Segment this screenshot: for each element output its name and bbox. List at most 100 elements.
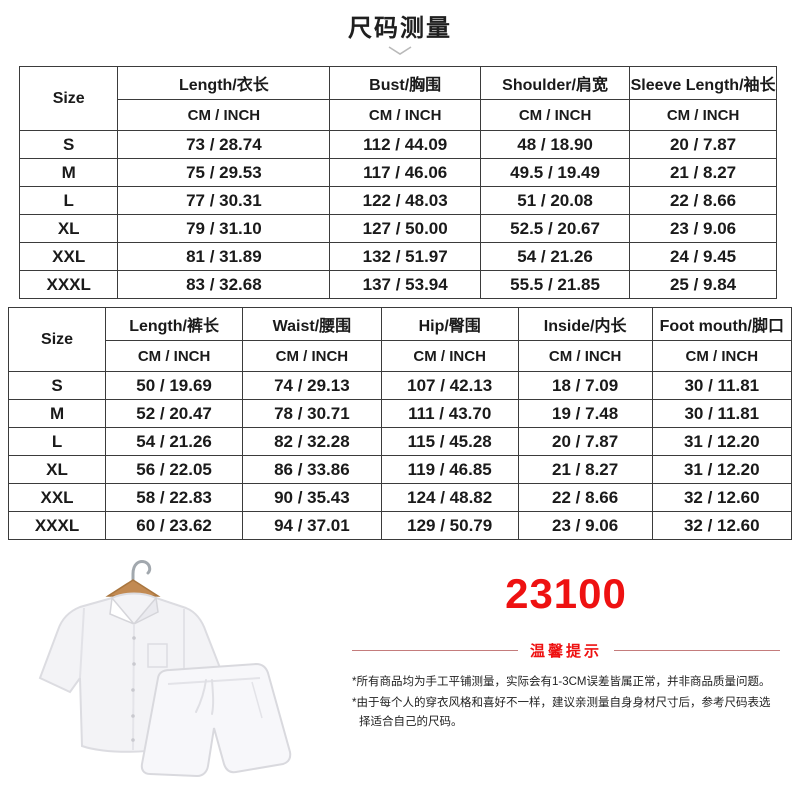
value-cell: 79 / 31.10 bbox=[117, 214, 331, 243]
info-column: 23100 温馨提示 *所有商品均为手工平铺测量，实际会有1-3CM误差皆属正常… bbox=[352, 552, 781, 802]
product-photo bbox=[0, 552, 352, 802]
value-cell: 90 / 35.43 bbox=[242, 483, 382, 512]
value-cell: 111 / 43.70 bbox=[380, 399, 519, 428]
value-cell: 52 / 20.47 bbox=[105, 399, 244, 428]
size-cell: M bbox=[7, 399, 107, 428]
value-cell: 122 / 48.03 bbox=[329, 186, 481, 215]
table-row: XXXL 60 / 23.62 94 / 37.01 129 / 50.79 23 / … bbox=[7, 511, 793, 540]
size-cell: L bbox=[18, 186, 119, 215]
bottoms-col-inside: Inside/内长 bbox=[517, 307, 653, 341]
value-cell: 21 / 8.27 bbox=[629, 158, 777, 187]
size-cell: XXXL bbox=[18, 270, 119, 299]
value-cell: 54 / 21.26 bbox=[105, 427, 244, 456]
bottoms-col-waist: Waist/腰围 bbox=[242, 307, 382, 341]
value-cell: 52.5 / 20.67 bbox=[479, 214, 631, 243]
value-cell: 83 / 32.68 bbox=[117, 270, 331, 299]
value-cell: 32 / 12.60 bbox=[651, 483, 793, 512]
hanger-hook bbox=[131, 560, 152, 588]
tops-col-shoulder: Shoulder/肩宽 bbox=[479, 66, 631, 100]
tips-divider: 温馨提示 bbox=[352, 640, 781, 661]
value-cell: 58 / 22.83 bbox=[105, 483, 244, 512]
tops-size-header: Size bbox=[18, 66, 119, 131]
size-cell: S bbox=[7, 371, 107, 400]
value-cell: 51 / 20.08 bbox=[479, 186, 631, 215]
value-cell: 25 / 9.84 bbox=[629, 270, 777, 299]
size-cell: XL bbox=[18, 214, 119, 243]
page-title: 尺码测量 bbox=[348, 15, 452, 42]
value-cell: 30 / 11.81 bbox=[651, 399, 793, 428]
chevron-down-icon bbox=[0, 44, 800, 58]
value-cell: 112 / 44.09 bbox=[329, 130, 481, 159]
bottoms-size-header: Size bbox=[7, 307, 107, 372]
table-row: XL 79 / 31.10 127 / 50.00 52.5 / 20.67 23 / … bbox=[18, 214, 777, 243]
table-row: L 77 / 30.31 122 / 48.03 51 / 20.08 22 / 8.6… bbox=[18, 186, 777, 215]
unit-label: CM / INCH bbox=[629, 99, 777, 131]
size-cell: L bbox=[7, 427, 107, 456]
unit-label: CM / INCH bbox=[651, 340, 793, 372]
value-cell: 31 / 12.20 bbox=[651, 427, 793, 456]
value-cell: 20 / 7.87 bbox=[629, 130, 777, 159]
table-row: XL 56 / 22.05 86 / 33.86 119 / 46.85 21 / 8.… bbox=[7, 455, 793, 484]
value-cell: 49.5 / 19.49 bbox=[479, 158, 631, 187]
bottoms-header-row: Size Length/裤长 Waist/腰围 Hip/臀围 Inside/内长… bbox=[7, 307, 793, 372]
divider-line-right bbox=[614, 650, 781, 651]
value-cell: 77 / 30.31 bbox=[117, 186, 331, 215]
value-cell: 107 / 42.13 bbox=[380, 371, 519, 400]
value-cell: 82 / 32.28 bbox=[242, 427, 382, 456]
value-cell: 48 / 18.90 bbox=[479, 130, 631, 159]
value-cell: 86 / 33.86 bbox=[242, 455, 382, 484]
tips-text: *所有商品均为手工平铺测量，实际会有1-3CM误差皆属正常，并非商品质量问题。 … bbox=[352, 673, 780, 731]
value-cell: 21 / 8.27 bbox=[517, 455, 653, 484]
tops-col-length: Length/衣长 bbox=[117, 66, 331, 100]
size-cell: XL bbox=[7, 455, 107, 484]
divider-line-left bbox=[352, 650, 518, 651]
unit-label: CM / INCH bbox=[329, 99, 481, 131]
value-cell: 22 / 8.66 bbox=[517, 483, 653, 512]
unit-label: CM / INCH bbox=[242, 340, 382, 372]
size-cell: M bbox=[18, 158, 119, 187]
table-row: XXL 58 / 22.83 90 / 35.43 124 / 48.82 22 / 8… bbox=[7, 483, 793, 512]
size-cell: XXL bbox=[18, 242, 119, 271]
value-cell: 94 / 37.01 bbox=[242, 511, 382, 540]
tips-title: 温馨提示 bbox=[530, 643, 603, 660]
bottoms-unit-row: CM / INCH CM / INCH CM / INCH CM / INCH … bbox=[9, 340, 793, 372]
unit-label: CM / INCH bbox=[117, 99, 331, 131]
bottoms-size-table: Size Length/裤长 Waist/腰围 Hip/臀围 Inside/内长… bbox=[7, 307, 793, 540]
value-cell: 60 / 23.62 bbox=[105, 511, 244, 540]
tops-col-sleeve: Sleeve Length/袖长 bbox=[629, 66, 777, 100]
value-cell: 73 / 28.74 bbox=[117, 130, 331, 159]
table-row: S 73 / 28.74 112 / 44.09 48 / 18.90 20 / 7.8… bbox=[18, 130, 777, 159]
value-cell: 129 / 50.79 bbox=[380, 511, 519, 540]
value-cell: 31 / 12.20 bbox=[651, 455, 793, 484]
unit-label: CM / INCH bbox=[517, 340, 653, 372]
tops-col-bust: Bust/胸围 bbox=[329, 66, 481, 100]
value-cell: 74 / 29.13 bbox=[242, 371, 382, 400]
tops-size-table: Size Length/衣长 Bust/胸围 Shoulder/肩宽 Sleev… bbox=[18, 66, 777, 299]
size-cell: XXXL bbox=[7, 511, 107, 540]
size-cell: XXL bbox=[7, 483, 107, 512]
value-cell: 18 / 7.09 bbox=[517, 371, 653, 400]
value-cell: 124 / 48.82 bbox=[380, 483, 519, 512]
value-cell: 23 / 9.06 bbox=[517, 511, 653, 540]
unit-label: CM / INCH bbox=[380, 340, 519, 372]
value-cell: 55.5 / 21.85 bbox=[479, 270, 631, 299]
bottoms-col-hip: Hip/臀围 bbox=[380, 307, 519, 341]
table-row: L 54 / 21.26 82 / 32.28 115 / 45.28 20 / 7.8… bbox=[7, 427, 793, 456]
product-code: 23100 bbox=[505, 570, 627, 617]
value-cell: 117 / 46.06 bbox=[329, 158, 481, 187]
footer-section: 23100 温馨提示 *所有商品均为手工平铺测量，实际会有1-3CM误差皆属正常… bbox=[0, 552, 800, 802]
value-cell: 19 / 7.48 bbox=[517, 399, 653, 428]
table-row: M 75 / 29.53 117 / 46.06 49.5 / 19.49 21 / 8… bbox=[18, 158, 777, 187]
pajama-set-illustration bbox=[38, 560, 292, 778]
bottoms-col-length: Length/裤长 bbox=[105, 307, 244, 341]
value-cell: 24 / 9.45 bbox=[629, 242, 777, 271]
value-cell: 137 / 53.94 bbox=[329, 270, 481, 299]
table-row: XXL 81 / 31.89 132 / 51.97 54 / 21.26 24 / 9… bbox=[18, 242, 777, 271]
tops-unit-row: CM / INCH CM / INCH CM / INCH CM / INCH bbox=[20, 99, 777, 131]
value-cell: 119 / 46.85 bbox=[380, 455, 519, 484]
value-cell: 127 / 50.00 bbox=[329, 214, 481, 243]
unit-label: CM / INCH bbox=[479, 99, 631, 131]
value-cell: 115 / 45.28 bbox=[380, 427, 519, 456]
value-cell: 20 / 7.87 bbox=[517, 427, 653, 456]
value-cell: 50 / 19.69 bbox=[105, 371, 244, 400]
